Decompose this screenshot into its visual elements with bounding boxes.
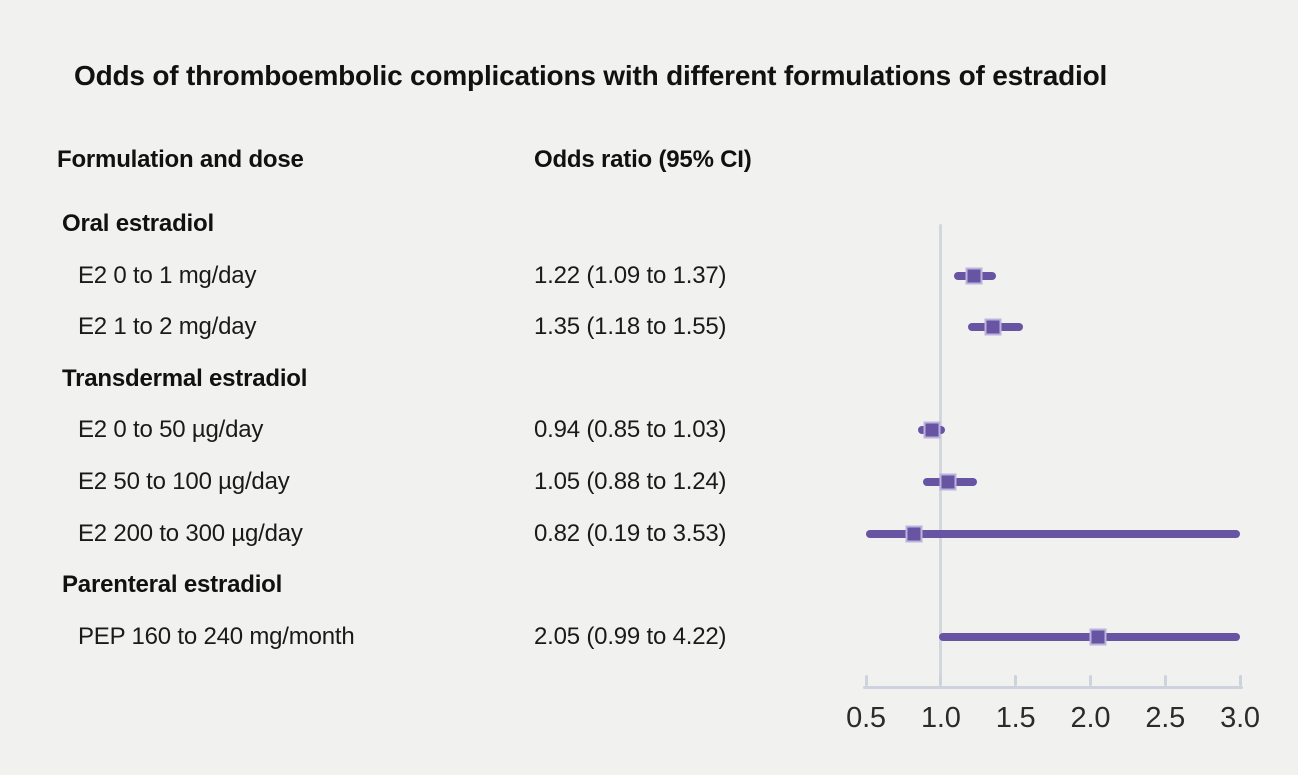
group-label: Transdermal estradiol — [62, 365, 308, 392]
x-axis-tick-label: 1.0 — [920, 702, 961, 734]
odds-ratio-value: 1.35 (1.18 to 1.55) — [534, 313, 727, 340]
row-label: PEP 160 to 240 mg/month — [78, 623, 355, 650]
odds-ratio-marker — [1089, 628, 1107, 646]
group-label: Oral estradiol — [62, 210, 214, 237]
odds-ratio-marker — [923, 421, 941, 439]
x-axis-tick — [1014, 675, 1018, 686]
odds-ratio-value: 0.94 (0.85 to 1.03) — [534, 416, 727, 443]
x-axis-tick — [1163, 675, 1167, 686]
odds-ratio-marker — [965, 267, 983, 285]
row-label: E2 0 to 50 µg/day — [78, 416, 264, 443]
row-label: E2 50 to 100 µg/day — [78, 468, 290, 495]
row-label: E2 0 to 1 mg/day — [78, 262, 257, 289]
figure-title: Odds of thromboembolic complications wit… — [74, 60, 1108, 91]
column-header-formulation: Formulation and dose — [57, 146, 304, 173]
confidence-interval-line — [866, 530, 1240, 538]
x-axis-tick — [1088, 675, 1092, 686]
x-axis-tick-label: 2.0 — [1070, 702, 1111, 734]
row-label: E2 200 to 300 µg/day — [78, 520, 303, 547]
x-axis-line — [863, 686, 1243, 689]
x-axis-tick-label: 2.5 — [1145, 702, 1186, 734]
x-axis-tick — [1238, 675, 1242, 686]
group-label: Parenteral estradiol — [62, 571, 283, 598]
x-axis-tick-label: 0.5 — [846, 702, 886, 734]
x-axis-tick-label: 1.5 — [995, 702, 1036, 734]
column-header-odds-ratio: Odds ratio (95% CI) — [534, 146, 752, 173]
odds-ratio-value: 2.05 (0.99 to 4.22) — [534, 623, 727, 650]
odds-ratio-marker — [905, 525, 923, 543]
odds-ratio-marker — [939, 473, 957, 491]
odds-ratio-value: 0.82 (0.19 to 3.53) — [534, 520, 727, 547]
x-axis-tick — [939, 675, 943, 686]
odds-ratio-marker — [984, 318, 1002, 336]
reference-line — [939, 224, 943, 686]
x-axis-tick-label: 3.0 — [1220, 702, 1260, 734]
x-axis-tick — [864, 675, 868, 686]
odds-ratio-value: 1.05 (0.88 to 1.24) — [534, 468, 727, 495]
odds-ratio-value: 1.22 (1.09 to 1.37) — [534, 262, 727, 289]
row-label: E2 1 to 2 mg/day — [78, 313, 257, 340]
